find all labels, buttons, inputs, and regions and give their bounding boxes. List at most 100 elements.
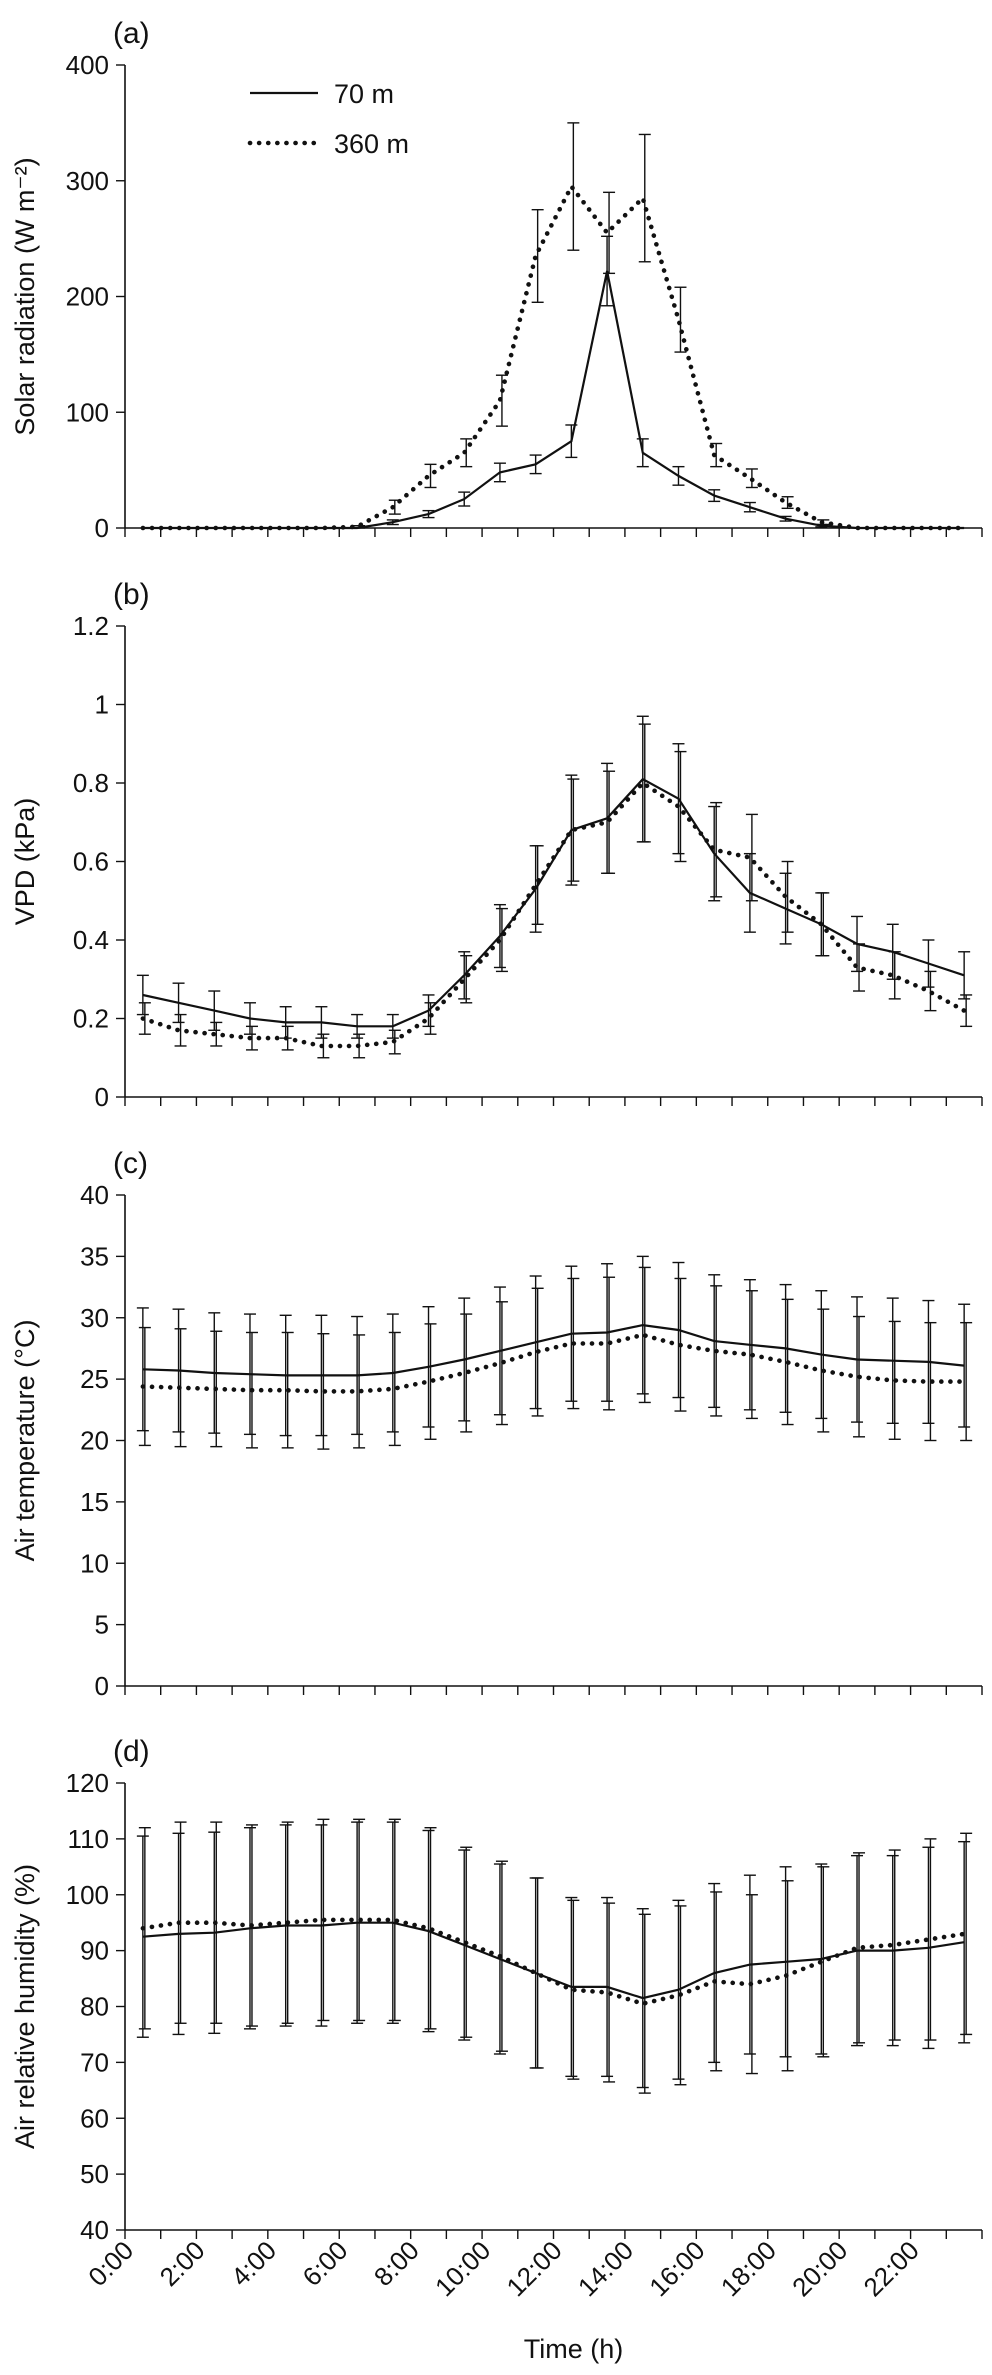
y-tick-label: 300 (66, 166, 109, 196)
error-bar (817, 1308, 830, 1433)
error-bar (567, 778, 580, 882)
y-tick-label: 0.2 (73, 1004, 109, 1034)
x-tick-label: 4:00 (225, 2235, 282, 2292)
error-bar (922, 1299, 935, 1425)
series-line (142, 1921, 965, 2000)
error-bar (674, 1277, 687, 1412)
error-bar (460, 1846, 473, 2038)
y-tick-label: 60 (80, 2103, 109, 2133)
error-bar (743, 1278, 756, 1411)
error-bar (708, 805, 721, 902)
error-bar (279, 1314, 292, 1437)
series-line (140, 1917, 967, 2007)
error-bar (531, 1877, 544, 2069)
y-tick-label: 15 (80, 1487, 109, 1517)
error-bar (138, 1326, 151, 1447)
x-tick-label: 16:00 (643, 2235, 710, 2302)
error-bar (672, 465, 685, 486)
error-bar (493, 1286, 506, 1416)
x-tick-label: 22:00 (858, 2235, 925, 2302)
error-bar (353, 1033, 366, 1059)
error-bar (781, 496, 794, 510)
error-bar (243, 1002, 256, 1035)
error-bar (708, 1274, 721, 1409)
error-bar (638, 723, 651, 843)
error-bar (674, 286, 687, 353)
series-360-m (140, 122, 967, 531)
series-line (140, 779, 967, 1049)
error-bar (210, 1821, 223, 2024)
y-tick-label: 1.2 (73, 611, 109, 641)
y-tick-label: 30 (80, 1303, 109, 1333)
y-tick-label: 1 (95, 690, 109, 720)
x-tick-label: 10:00 (429, 2235, 496, 2302)
error-bar (603, 1276, 616, 1411)
error-bar (210, 1330, 223, 1448)
series-70-m (142, 235, 965, 530)
panel-label: (c) (113, 1147, 148, 1180)
error-bar (601, 1263, 614, 1402)
error-bar (779, 515, 792, 522)
error-bar (636, 438, 649, 468)
error-bar (460, 1313, 473, 1433)
error-bar (922, 1846, 935, 2050)
error-bar (529, 454, 542, 475)
error-bar (493, 462, 506, 483)
error-bar (388, 1331, 401, 1447)
error-bar (743, 501, 756, 513)
error-bar (567, 122, 580, 251)
error-bar (745, 1894, 758, 2075)
y-tick-label: 10 (80, 1548, 109, 1578)
error-bar (174, 1328, 187, 1448)
error-bar (924, 970, 937, 1012)
error-bar (924, 1321, 937, 1442)
y-tick-label: 90 (80, 1936, 109, 1966)
error-bar (603, 1902, 616, 2083)
series-360-m (138, 1266, 973, 1450)
y-tick-label: 400 (66, 50, 109, 80)
y-tick-label: 0 (95, 1671, 109, 1701)
series-360-m (138, 1818, 973, 2094)
error-bar (172, 1308, 185, 1433)
error-bar (422, 994, 435, 1028)
error-bar (317, 1333, 330, 1450)
error-bar (493, 1863, 506, 2055)
error-bar (172, 982, 185, 1024)
error-bar (886, 1854, 899, 2047)
error-bar (601, 235, 614, 307)
error-bar (745, 468, 758, 489)
error-bar (960, 1321, 973, 1442)
panel-label: (d) (113, 1735, 150, 1768)
error-bar (745, 813, 758, 902)
series-line (140, 1332, 967, 1394)
error-bar (458, 1297, 471, 1422)
error-bar (888, 1849, 901, 2041)
error-bar (353, 1818, 366, 2022)
series-70-m (136, 1821, 971, 2089)
error-bar (136, 1835, 149, 2038)
error-bar (636, 1908, 649, 2089)
error-bar (603, 770, 616, 874)
error-bar (886, 1297, 899, 1425)
error-bar (565, 1265, 578, 1402)
error-bar (495, 907, 508, 973)
error-bar (638, 133, 651, 263)
y-axis-label: Solar radiation (W m⁻²) (10, 157, 40, 435)
error-bar (386, 519, 399, 526)
error-bar (853, 1852, 866, 2044)
legend-label: 70 m (334, 79, 394, 109)
y-tick-label: 0.8 (73, 768, 109, 798)
error-bar (888, 951, 901, 1000)
error-bar (531, 845, 544, 925)
error-bar (388, 499, 401, 515)
error-bar (493, 903, 506, 969)
error-bar (136, 1307, 149, 1432)
error-bar (888, 1320, 901, 1440)
panel-c: 0 5 10 15 20 25 30 35 40(c) Air temperature (°C) (10, 1147, 983, 1701)
error-bar (424, 1323, 437, 1440)
error-bar (353, 524, 366, 529)
error-bar (779, 1283, 792, 1413)
y-tick-label: 110 (68, 1824, 109, 1854)
error-bar (317, 1818, 330, 2022)
error-bar (424, 1002, 437, 1035)
